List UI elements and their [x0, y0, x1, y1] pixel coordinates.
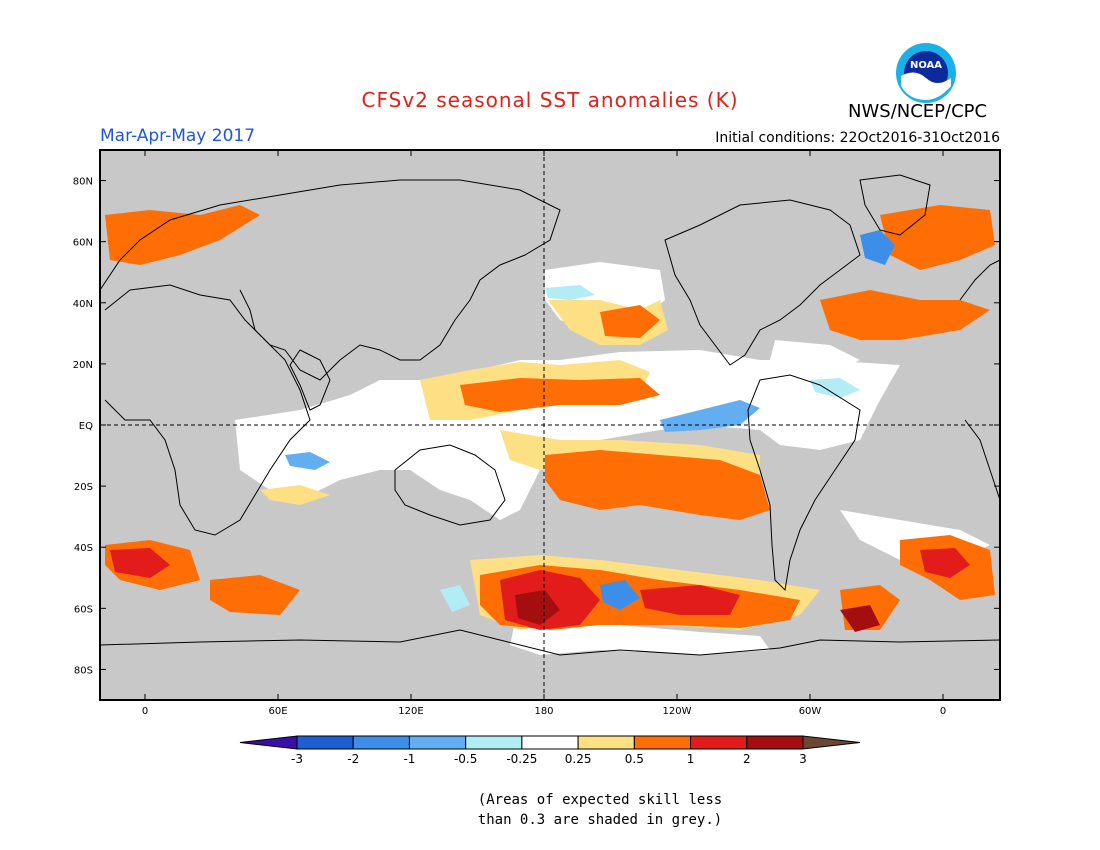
- lon-label: 60W: [799, 706, 822, 717]
- noaa-logo-text: NOAA: [910, 60, 942, 71]
- skill-note-line-1: (Areas of expected skill less: [477, 792, 723, 808]
- noaa-logo: NOAA: [896, 43, 956, 103]
- colorbar-label: 3: [799, 752, 807, 766]
- warm-region-arctic-west: [105, 205, 260, 265]
- colorbar-label: 1: [686, 752, 695, 766]
- lat-label: 60N: [73, 238, 93, 249]
- coastlines: [99, 174, 1001, 656]
- eurasia-outline: [99, 179, 561, 381]
- africa-east-wrap-outline: [964, 419, 1001, 501]
- colorbar-swatch: [465, 735, 523, 750]
- colorbar-label: -0.25: [506, 752, 538, 766]
- cool-region-indian: [285, 452, 330, 470]
- colorbar-label: -3: [291, 752, 303, 766]
- lat-label: 80N: [73, 177, 93, 188]
- warm-region-south-atlantic-red-east: [920, 548, 970, 578]
- cool-region-southern-ocean: [600, 580, 640, 610]
- warm-region-north-pacific-orange: [600, 305, 660, 338]
- lat-label: EQ: [79, 421, 93, 432]
- warm-region-indian: [260, 485, 330, 505]
- australia-outline: [394, 444, 506, 526]
- cool-region-labrador: [860, 230, 895, 265]
- greenland-outline: [859, 174, 931, 236]
- skill-note: (Areas of expected skill less than 0.3 a…: [470, 790, 730, 830]
- warm-region-south-atlantic-red: [110, 548, 170, 578]
- lat-label: 20S: [74, 482, 93, 493]
- colorbar-swatch: [746, 735, 804, 750]
- colorbar-swatch: [296, 735, 354, 750]
- colorbar-min-arrow: [239, 735, 298, 750]
- africa-outline: [104, 284, 311, 536]
- warm-region-southern-ocean-red-east: [640, 585, 740, 615]
- cool-region-tropical-atlantic: [810, 378, 860, 398]
- anomaly-regions: [105, 205, 995, 655]
- lat-label: 60S: [74, 604, 93, 615]
- lon-label: 120E: [398, 706, 423, 717]
- north-america-outline: [664, 199, 861, 366]
- colorbar-swatch: [633, 735, 692, 750]
- warm-region-south-pacific-orange: [545, 450, 770, 520]
- warm-region-southern-ocean-darkred: [515, 590, 560, 625]
- skill-note-line-2: than 0.3 are shaded in grey.): [477, 812, 723, 828]
- colorbar-label: 0.25: [564, 752, 592, 766]
- initial-conditions-label: Initial conditions: 22Oct2016-31Oct2016: [715, 130, 1000, 146]
- colorbar: [239, 735, 861, 750]
- lon-label: 180: [534, 706, 553, 717]
- colorbar-label: -0.5: [453, 752, 478, 766]
- warm-region-pacific-orange: [460, 378, 660, 412]
- colorbar-max-arrow: [802, 735, 861, 750]
- lon-label: 120W: [663, 706, 692, 717]
- page-title: CFSv2 seasonal SST anomalies (K): [361, 88, 739, 112]
- warm-region-arctic-east: [880, 205, 995, 270]
- colorbar-swatch: [521, 735, 579, 750]
- warm-region-drake-darkred: [840, 605, 880, 632]
- neutral-region-caribbean: [770, 340, 860, 370]
- cool-region-east-pacific: [660, 400, 760, 432]
- latitude-axis: 80N 60N 40N 20N EQ 20S 40S 60S 80S: [73, 177, 1000, 676]
- longitude-axis: 0 60E 120E 180 120W 60W 0: [142, 150, 946, 717]
- lon-label: 0: [142, 706, 148, 717]
- colorbar-swatch: [352, 735, 410, 750]
- colorbar-label: -2: [347, 752, 360, 766]
- antarctica-outline: [99, 629, 1001, 656]
- south-america-outline: [747, 374, 861, 592]
- cool-region-north-pacific: [545, 285, 595, 300]
- warm-region-south-indian-west: [210, 575, 300, 615]
- colorbar-swatch: [690, 735, 748, 750]
- lat-label: 80S: [74, 665, 93, 676]
- season-label: Mar-Apr-May 2017: [100, 126, 256, 146]
- india-outline: [289, 349, 331, 411]
- colorbar-swatch: [577, 735, 635, 750]
- lon-label: 0: [940, 706, 946, 717]
- colorbar-label: -1: [403, 752, 416, 766]
- lat-label: 40S: [74, 543, 93, 554]
- colorbar-label: 0.5: [624, 752, 644, 766]
- lon-label: 60E: [268, 706, 287, 717]
- neutral-region-tropics: [235, 350, 900, 520]
- europe-east-wrap-outline: [959, 259, 1001, 301]
- lat-label: 20N: [73, 360, 93, 371]
- lat-label: 40N: [73, 299, 93, 310]
- agency-label: NWS/NCEP/CPC: [848, 101, 988, 122]
- colorbar-swatch: [408, 735, 467, 750]
- warm-region-north-atlantic: [820, 290, 990, 340]
- cool-region-south-west-pacific: [440, 585, 470, 612]
- colorbar-label: 2: [742, 752, 751, 766]
